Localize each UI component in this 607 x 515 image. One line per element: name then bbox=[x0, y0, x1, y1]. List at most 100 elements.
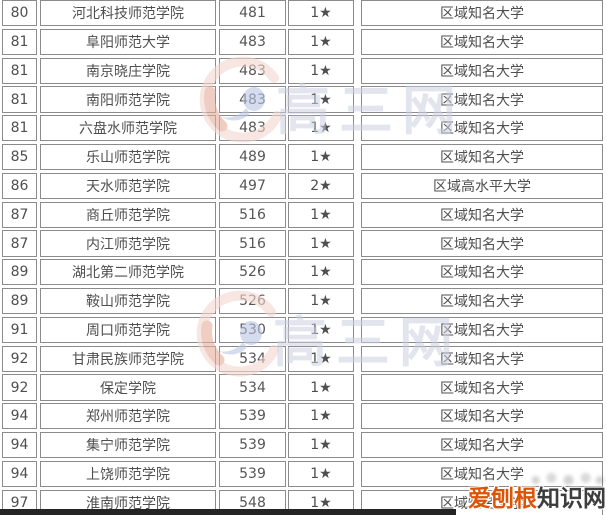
table-row: 94 集宁师范学院 539 1★ 区域知名大学 bbox=[2, 431, 603, 459]
star-rating-cell: 1★ bbox=[288, 201, 354, 228]
university-name-cell: 保定学院 bbox=[40, 374, 216, 401]
star-rating-cell: 1★ bbox=[288, 230, 354, 257]
university-name-cell: 内江师范学院 bbox=[40, 230, 216, 257]
table-row: 92 甘肃民族师范学院 534 1★ 区域知名大学 bbox=[2, 345, 603, 372]
star-rating-cell: 1★ bbox=[288, 374, 354, 401]
university-name-cell: 乐山师范学院 bbox=[40, 143, 216, 171]
star-rating-cell: 1★ bbox=[288, 0, 354, 27]
table-row: 87 商丘师范学院 516 1★ 区域知名大学 bbox=[2, 201, 603, 228]
table-row: 87 内江师范学院 516 1★ 区域知名大学 bbox=[2, 230, 603, 257]
score-cell: 481 bbox=[219, 0, 286, 27]
rank-cell: 89 bbox=[2, 259, 37, 286]
star-rating-cell: 1★ bbox=[288, 57, 354, 84]
score-cell: 516 bbox=[219, 230, 286, 257]
university-name-cell: 六盘水师范学院 bbox=[40, 115, 216, 142]
star-rating-cell: 1★ bbox=[288, 403, 354, 430]
star-rating-cell: 1★ bbox=[288, 431, 354, 459]
table-row: 94 上饶师范学院 539 1★ 区域知名大学 bbox=[2, 460, 603, 488]
table-row: 81 阜阳师范大学 483 1★ 区域知名大学 bbox=[2, 28, 603, 56]
university-name-cell: 上饶师范学院 bbox=[40, 460, 216, 488]
category-cell: 区域知名大学 bbox=[361, 431, 603, 459]
score-cell: 534 bbox=[219, 345, 286, 372]
score-cell: 539 bbox=[219, 431, 286, 459]
table-row: 91 周口师范学院 530 1★ 区域知名大学 bbox=[2, 316, 603, 344]
category-cell: 区域知名大学 bbox=[361, 86, 603, 113]
rank-cell: 86 bbox=[2, 172, 37, 200]
category-cell: 区域知名大学 bbox=[361, 259, 603, 286]
score-cell: 483 bbox=[219, 86, 286, 113]
table-row: 86 天水师范学院 497 2★ 区域高水平大学 bbox=[2, 172, 603, 200]
category-cell: 区域知名大学 bbox=[361, 115, 603, 142]
score-cell: 534 bbox=[219, 374, 286, 401]
score-cell: 497 bbox=[219, 172, 286, 200]
rank-cell: 85 bbox=[2, 143, 37, 171]
university-name-cell: 甘肃民族师范学院 bbox=[40, 345, 216, 372]
category-cell: 区域知名大学 bbox=[361, 230, 603, 257]
university-name-cell: 南阳师范学院 bbox=[40, 86, 216, 113]
university-name-cell: 商丘师范学院 bbox=[40, 201, 216, 228]
category-cell: 区域知名大学 bbox=[361, 28, 603, 56]
table-row: 80 河北科技师范学院 481 1★ 区域知名大学 bbox=[2, 0, 603, 27]
university-name-cell: 郑州师范学院 bbox=[40, 403, 216, 430]
rank-cell: 94 bbox=[2, 460, 37, 488]
table-row: 81 六盘水师范学院 483 1★ 区域知名大学 bbox=[2, 115, 603, 142]
rank-cell: 92 bbox=[2, 374, 37, 401]
star-rating-cell: 1★ bbox=[288, 287, 354, 315]
rank-cell: 94 bbox=[2, 431, 37, 459]
category-cell: 区域高水平大学 bbox=[361, 172, 603, 200]
star-rating-cell: 1★ bbox=[288, 115, 354, 142]
table-row: 89 湖北第二师范学院 526 1★ 区域知名大学 bbox=[2, 259, 603, 286]
university-name-cell: 天水师范学院 bbox=[40, 172, 216, 200]
star-rating-cell: 1★ bbox=[288, 316, 354, 344]
bottom-edge-bar bbox=[0, 509, 456, 515]
rank-cell: 81 bbox=[2, 86, 37, 113]
category-cell: 区域知名大学 bbox=[361, 201, 603, 228]
rank-cell: 87 bbox=[2, 201, 37, 228]
star-rating-cell: 1★ bbox=[288, 345, 354, 372]
score-cell: 483 bbox=[219, 57, 286, 84]
category-cell: 区域知名大学 bbox=[361, 287, 603, 315]
score-cell: 516 bbox=[219, 201, 286, 228]
rank-cell: 81 bbox=[2, 28, 37, 56]
category-cell: 区域知名大学 bbox=[361, 0, 603, 27]
star-rating-cell: 1★ bbox=[288, 86, 354, 113]
score-cell: 483 bbox=[219, 115, 286, 142]
star-rating-cell: 1★ bbox=[288, 460, 354, 488]
category-cell: 区域知名大学 bbox=[361, 345, 603, 372]
rank-cell: 94 bbox=[2, 403, 37, 430]
university-name-cell: 鞍山师范学院 bbox=[40, 287, 216, 315]
table-row: 81 南京晓庄学院 483 1★ 区域知名大学 bbox=[2, 57, 603, 84]
rank-cell: 87 bbox=[2, 230, 37, 257]
star-rating-cell: 2★ bbox=[288, 172, 354, 200]
table-row: 89 鞍山师范学院 526 1★ 区域知名大学 bbox=[2, 287, 603, 315]
table-row: 94 郑州师范学院 539 1★ 区域知名大学 bbox=[2, 403, 603, 430]
score-cell: 526 bbox=[219, 259, 286, 286]
category-cell: 区域知名大学 bbox=[361, 374, 603, 401]
university-name-cell: 南京晓庄学院 bbox=[40, 57, 216, 84]
table-row: 85 乐山师范学院 489 1★ 区域知名大学 bbox=[2, 143, 603, 171]
category-cell: 区域知名大学 bbox=[361, 403, 603, 430]
score-cell: 530 bbox=[219, 316, 286, 344]
rank-cell: 81 bbox=[2, 57, 37, 84]
rank-cell: 81 bbox=[2, 115, 37, 142]
score-cell: 539 bbox=[219, 460, 286, 488]
university-name-cell: 河北科技师范学院 bbox=[40, 0, 216, 27]
rank-cell: 91 bbox=[2, 316, 37, 344]
category-cell: 区域知名大学 bbox=[361, 57, 603, 84]
category-cell: 区域知名大学 bbox=[361, 143, 603, 171]
score-cell: 489 bbox=[219, 143, 286, 171]
category-cell: 区域知名大学 bbox=[361, 316, 603, 344]
table-row: 81 南阳师范学院 483 1★ 区域知名大学 bbox=[2, 86, 603, 113]
category-cell: 区域知名大学 bbox=[361, 460, 603, 488]
table-row: 92 保定学院 534 1★ 区域知名大学 bbox=[2, 374, 603, 401]
rank-cell: 89 bbox=[2, 287, 37, 315]
score-cell: 526 bbox=[219, 287, 286, 315]
rank-cell: 92 bbox=[2, 345, 37, 372]
star-rating-cell: 1★ bbox=[288, 259, 354, 286]
university-name-cell: 湖北第二师范学院 bbox=[40, 259, 216, 286]
score-cell: 483 bbox=[219, 28, 286, 56]
university-name-cell: 周口师范学院 bbox=[40, 316, 216, 344]
university-name-cell: 集宁师范学院 bbox=[40, 431, 216, 459]
